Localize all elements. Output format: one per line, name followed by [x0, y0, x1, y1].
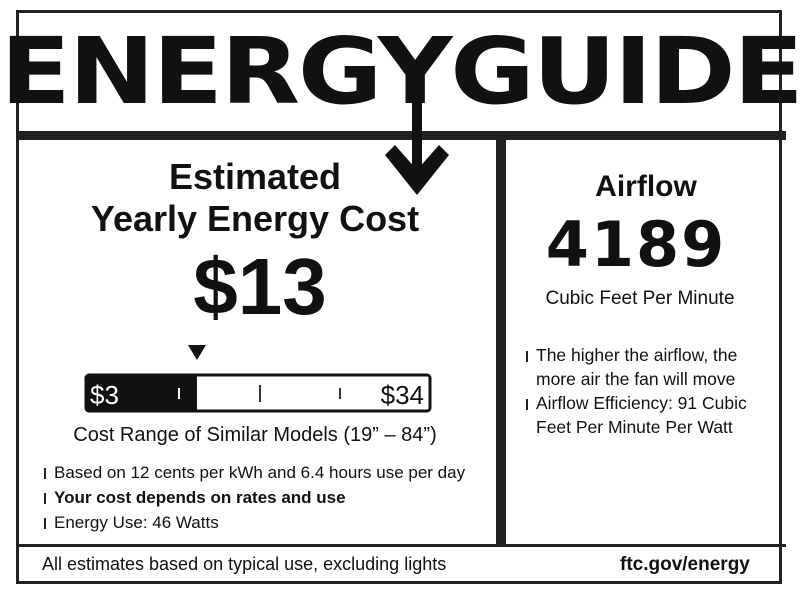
note-item: Based on 12 cents per kWh and 6.4 hours … [44, 460, 465, 485]
cost-heading-line2: Yearly Energy Cost [90, 198, 420, 239]
left-notes: Based on 12 cents per kWh and 6.4 hours … [44, 460, 465, 535]
ftc-link[interactable]: ftc.gov/energy [620, 554, 750, 575]
airflow-unit: Cubic Feet Per Minute [545, 288, 735, 309]
note-item: Airflow Efficiency: 91 Cubic Feet Per Mi… [526, 391, 766, 439]
cost-marker-icon [187, 345, 206, 360]
airflow-heading: Airflow [595, 170, 697, 203]
divider-vertical [496, 140, 506, 546]
footer-disclaimer: All estimates based on typical use, excl… [42, 554, 447, 574]
arrow-down-icon [385, 95, 449, 195]
scale-tick [259, 385, 261, 402]
yearly-cost-value: $13 [193, 242, 327, 331]
scale-min-label: $3 [90, 380, 119, 410]
airflow-notes: The higher the airflow, the more air the… [526, 343, 766, 439]
airflow-value: 4189 [545, 208, 727, 281]
cost-heading: Estimated Yearly Energy Cost [70, 156, 440, 240]
note-item: Your cost depends on rates and use [44, 485, 465, 510]
note-item: The higher the airflow, the more air the… [526, 343, 766, 391]
divider-horizontal [16, 131, 786, 140]
cost-heading-line1: Estimated [168, 156, 342, 197]
scale-max-label: $34 [381, 380, 424, 410]
scale-tick [339, 388, 341, 399]
scale-tick [178, 388, 180, 399]
label-border [16, 10, 782, 584]
cost-range-scale: $3 $34 [84, 345, 432, 413]
energyguide-title: ENERGYGUIDE [0, 18, 802, 125]
note-item: Energy Use: 46 Watts [44, 510, 465, 535]
scale-caption: Cost Range of Similar Models (19” – 84”) [73, 424, 437, 446]
footer-divider [16, 544, 786, 547]
